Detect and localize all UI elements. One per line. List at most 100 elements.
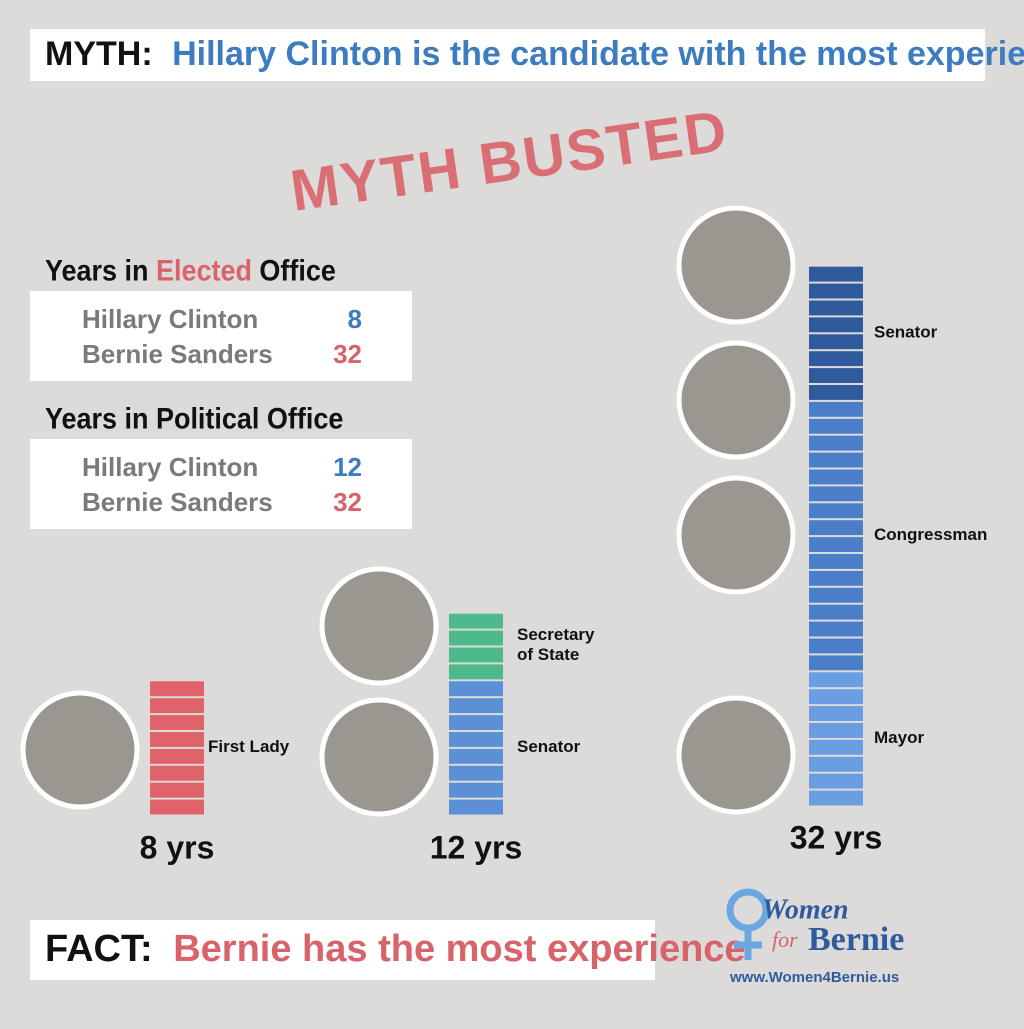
- year-block: [809, 520, 863, 536]
- year-block: [809, 739, 863, 755]
- segment-label-line: of State: [517, 645, 579, 664]
- year-block: [809, 672, 863, 688]
- heading-part: Years in: [45, 254, 156, 288]
- year-block: [809, 300, 863, 316]
- year-block: [449, 613, 503, 629]
- total-label: 8 yrs: [140, 829, 215, 865]
- row-name: Bernie Sanders: [82, 339, 273, 369]
- logo-text: Bernie: [808, 921, 904, 958]
- year-block: [449, 698, 503, 714]
- year-block: [809, 537, 863, 552]
- photo: [676, 475, 796, 595]
- segment-label: Mayor: [874, 728, 924, 747]
- year-block: [809, 790, 863, 806]
- year-block: [809, 283, 863, 299]
- header-lead: MYTH:: [45, 35, 153, 73]
- table-box: [30, 439, 412, 529]
- row-value: 32: [333, 339, 362, 369]
- year-block: [809, 587, 863, 603]
- year-block: [809, 773, 863, 789]
- year-block: [809, 368, 863, 383]
- year-block: [809, 723, 863, 738]
- segment-label: First Lady: [208, 737, 290, 756]
- total-label: 12 yrs: [430, 829, 523, 865]
- row-value: 32: [333, 487, 362, 517]
- year-block: [809, 756, 863, 772]
- year-block: [809, 418, 863, 434]
- year-block: [809, 655, 863, 671]
- photo: [676, 205, 796, 325]
- year-block: [809, 401, 863, 417]
- year-block: [809, 435, 863, 451]
- logo-text: for: [772, 927, 798, 952]
- year-block: [809, 351, 863, 367]
- photo: [20, 690, 140, 810]
- row-name: Hillary Clinton: [82, 304, 258, 334]
- footer-title: FACT: Bernie has the most experience: [45, 928, 746, 970]
- logo-url: www.Women4Bernie.us: [729, 969, 899, 986]
- year-block: [449, 715, 503, 730]
- year-block: [809, 266, 863, 282]
- segment-label: Secretary of State: [517, 625, 595, 664]
- year-block: [150, 799, 204, 815]
- year-block: [809, 604, 863, 620]
- year-block: [449, 664, 503, 680]
- total-label: 32 yrs: [790, 819, 883, 855]
- segment-label: Senator: [874, 322, 938, 341]
- footer-band: [30, 920, 655, 980]
- row-name: Hillary Clinton: [82, 452, 258, 482]
- photo: [319, 697, 439, 817]
- year-block: [449, 681, 503, 697]
- logo: Women for Bernie www.Women4Bernie.us: [726, 888, 904, 986]
- header-text: Hillary Clinton is the candidate with th…: [172, 35, 1024, 73]
- table-heading: Years in Elected Office: [45, 254, 336, 288]
- year-block: [150, 765, 204, 781]
- header-band: [30, 29, 985, 81]
- row-value: 12: [333, 452, 362, 482]
- footer-lead: FACT:: [45, 928, 153, 970]
- heading-part: Office: [252, 254, 336, 288]
- year-block: [449, 647, 503, 663]
- year-block: [449, 765, 503, 781]
- row-name: Bernie Sanders: [82, 487, 273, 517]
- year-block: [150, 715, 204, 730]
- year-block: [449, 799, 503, 815]
- year-block: [809, 638, 863, 654]
- year-block: [809, 503, 863, 519]
- year-block: [150, 732, 204, 747]
- photos: [20, 205, 796, 817]
- year-block: [809, 334, 863, 350]
- logo-text: Women: [762, 894, 849, 925]
- photo: [676, 695, 796, 815]
- table-heading: Years in Political Office: [45, 402, 343, 436]
- year-block: [809, 385, 863, 400]
- year-block: [809, 570, 863, 586]
- year-block: [809, 554, 863, 569]
- year-block: [809, 452, 863, 468]
- segment-label-line: Secretary: [517, 625, 595, 644]
- heading-part: Elected: [156, 254, 252, 288]
- year-block: [150, 782, 204, 798]
- year-block: [809, 317, 863, 333]
- year-block: [449, 748, 503, 764]
- year-block: [809, 486, 863, 502]
- year-block: [809, 469, 863, 485]
- row-value: 8: [348, 304, 362, 334]
- header-title: MYTH: Hillary Clinton is the candidate w…: [45, 35, 1024, 73]
- year-block: [449, 732, 503, 747]
- segment-label: Senator: [517, 737, 581, 756]
- year-block: [809, 689, 863, 705]
- year-block: [809, 621, 863, 637]
- year-block: [449, 782, 503, 798]
- year-block: [150, 698, 204, 714]
- photo: [319, 566, 439, 686]
- year-block: [150, 681, 204, 697]
- year-block: [809, 706, 863, 721]
- footer-text: Bernie has the most experience: [173, 928, 745, 970]
- photo: [676, 340, 796, 460]
- year-block: [150, 748, 204, 764]
- heading-part: Years in Political Office: [45, 402, 343, 436]
- year-block: [449, 630, 503, 646]
